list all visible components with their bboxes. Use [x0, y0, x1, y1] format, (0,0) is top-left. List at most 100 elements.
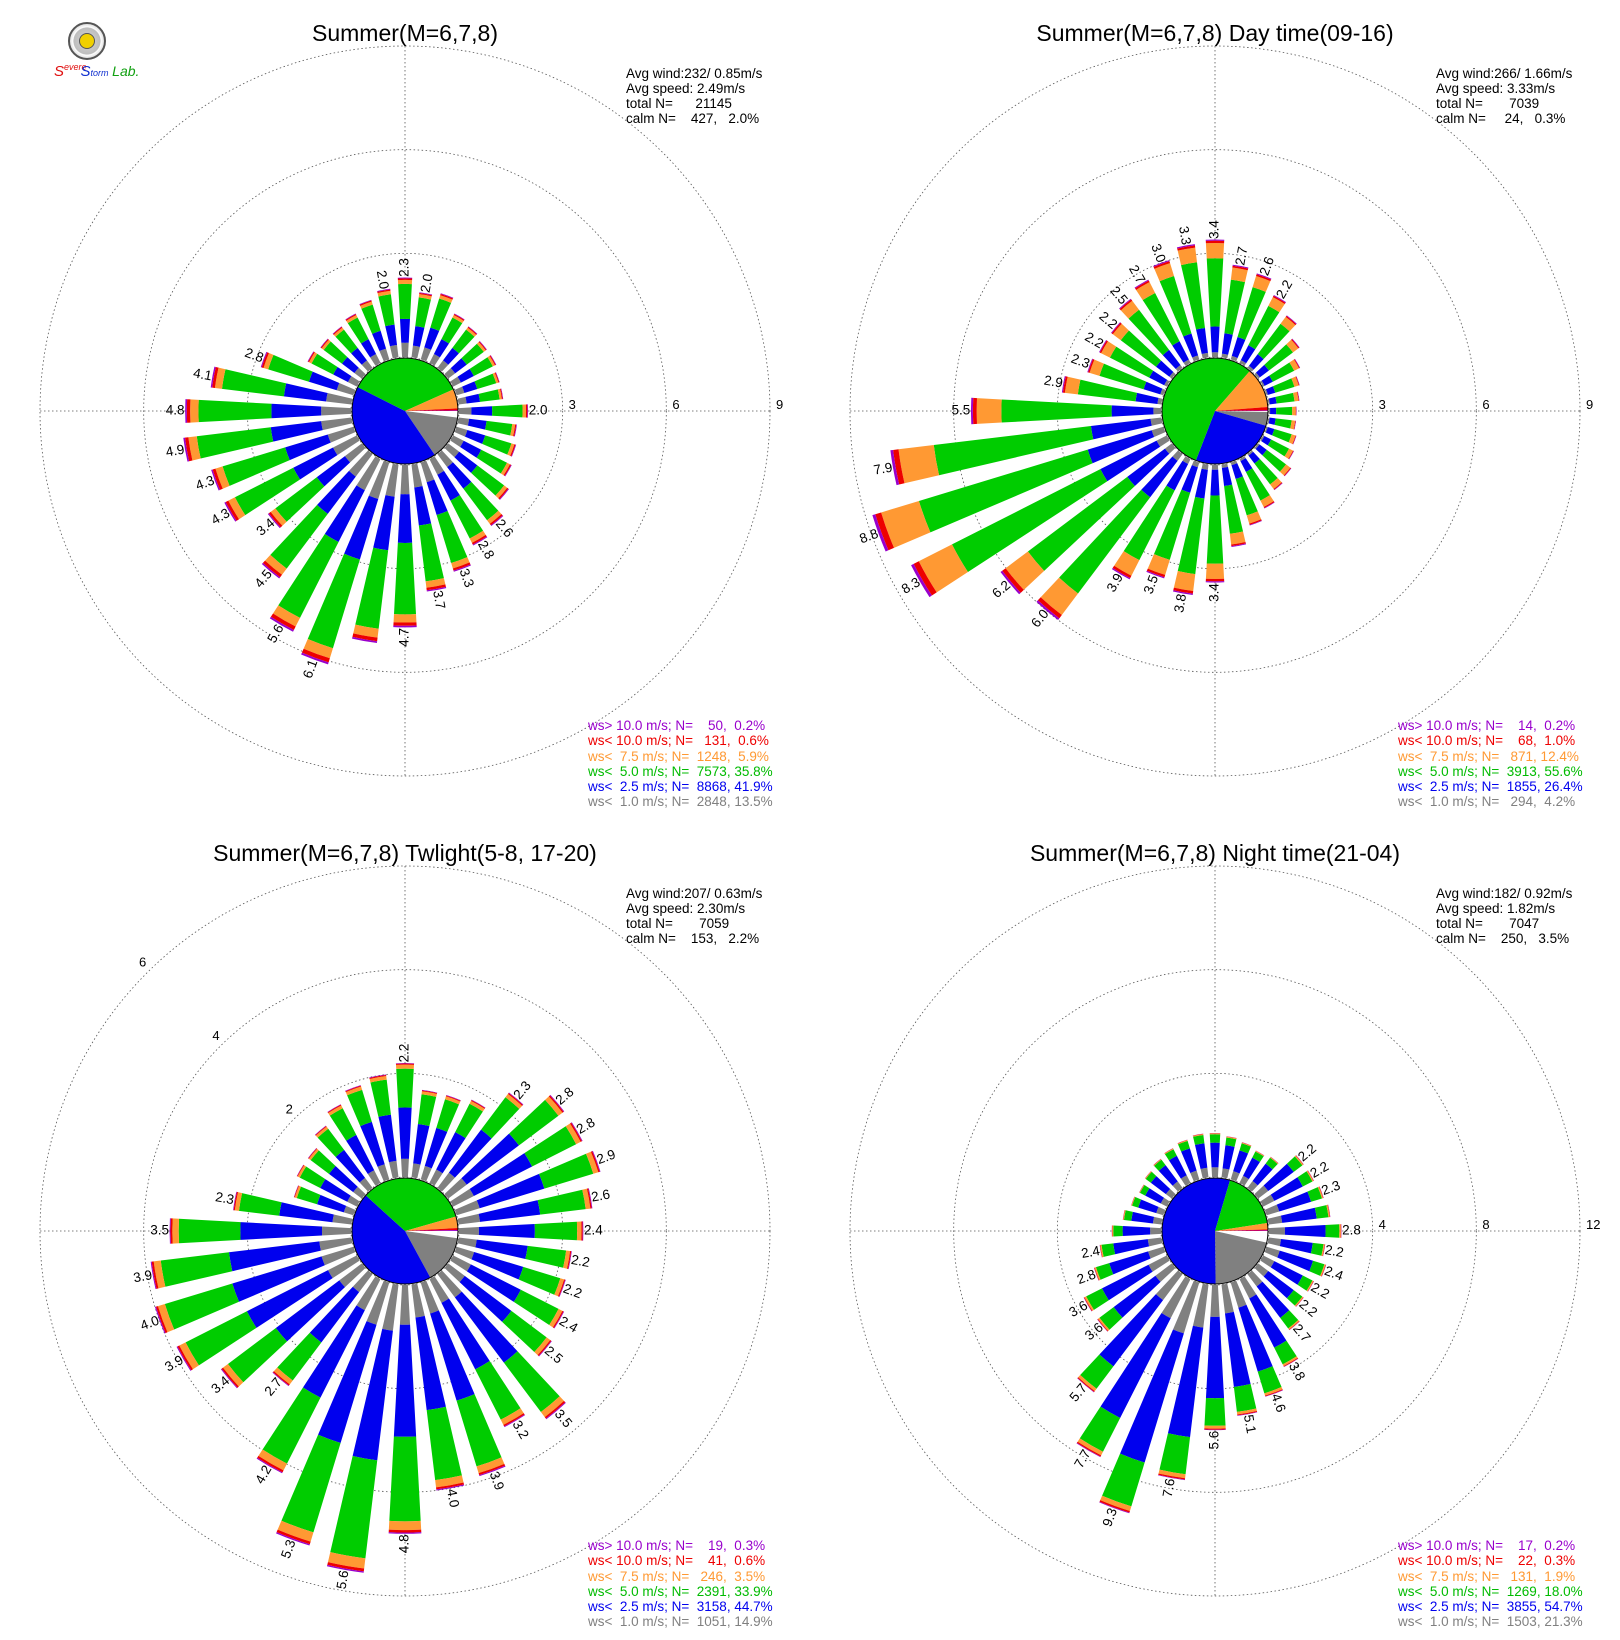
bar-60-lt7_5 [1289, 359, 1300, 371]
bar-150-lt10 [1263, 501, 1275, 508]
bar-270-lt5 [1113, 1225, 1123, 1237]
bar-300-lt7_5 [297, 1165, 307, 1178]
bar-90-lt10 [525, 404, 528, 418]
bar-240-gt10 [224, 501, 237, 522]
bar-300-lt1 [1164, 379, 1170, 387]
legend-lt1: ws< 1.0 m/s; N= 1503, 21.3% [1398, 1614, 1583, 1630]
bar-350-lt1 [389, 1160, 399, 1179]
bar-70-lt2_5 [462, 381, 478, 393]
bar-140-lt1 [1247, 1270, 1263, 1287]
bar-320-lt1 [359, 1177, 373, 1192]
bar-50-lt1 [444, 1178, 467, 1199]
bar-250-lt2_5 [232, 1256, 325, 1302]
bar-350-lt5 [1181, 262, 1205, 330]
bar-190-gt10 [352, 636, 378, 643]
bar-100-lt7_5 [1290, 420, 1296, 430]
bar-280-lt10 [212, 366, 219, 389]
bar-230-lt10 [221, 1367, 239, 1388]
ring-2 [39, 865, 771, 1597]
bar-250-lt5 [918, 449, 1093, 533]
pie-slice-lt5 [365, 1178, 456, 1231]
bar-140-lt10 [544, 1400, 566, 1419]
bar-330-lt10 [345, 314, 357, 321]
bar-240-lt10 [1083, 1297, 1093, 1312]
bar-210-lt1 [356, 1276, 381, 1311]
bar-60-gt10 [1294, 358, 1301, 368]
bar-110-lt2_5 [1277, 1250, 1314, 1272]
bar-50-gt10 [1291, 338, 1300, 348]
panel-summer-night: 4 8 12 2.2 2.2 2.3 2.8 2.2 2.4 2.2 2.2 2.7 3.8 4.6 5.1… [810, 820, 1620, 1640]
ring-2 [39, 45, 771, 777]
ring-label: 4 [212, 1028, 219, 1043]
legend-lt2_5: ws< 2.5 m/s; N= 3158, 44.7% [588, 1599, 773, 1615]
bar-350-lt7_5 [369, 1076, 387, 1083]
bar-label-110: 2.2 [561, 1281, 584, 1302]
bar-100-gt10 [1294, 420, 1297, 430]
bar-310-lt7_5 [321, 339, 331, 350]
pie-slice-lt10 [1215, 1229, 1268, 1231]
bar-310-gt10 [1144, 1171, 1152, 1179]
bar-80-lt5 [1275, 392, 1295, 404]
bar-20-lt5 [1239, 1143, 1251, 1154]
bar-60-lt5 [1297, 1171, 1313, 1187]
bar-230-gt10 [267, 513, 281, 529]
bar-240-lt2_5 [293, 447, 338, 480]
bar-70-lt7_5 [586, 1151, 599, 1174]
bar-170-lt7_5 [425, 578, 446, 588]
bar-280-lt2_5 [279, 1202, 334, 1223]
bar-120-lt1 [1260, 1255, 1275, 1268]
bar-290-lt7_5 [1131, 1196, 1136, 1206]
bar-40-lt7_5 [1270, 1157, 1279, 1165]
bar-label-350: 2.0 [374, 269, 392, 290]
seal-icon [68, 22, 106, 60]
bar-60-gt10 [571, 1122, 583, 1142]
bar-60-lt2_5 [1261, 375, 1273, 386]
bar-20-lt7_5 [1252, 275, 1271, 292]
bar-220-gt10 [1077, 1377, 1095, 1393]
bar-30-lt2_5 [433, 339, 449, 358]
bar-190-lt2_5 [1167, 1325, 1204, 1438]
bar-270-gt10 [970, 397, 974, 425]
bar-230-lt5 [1099, 1307, 1123, 1330]
bar-10-lt10 [1232, 265, 1249, 271]
chart-title: Summer(M=6,7,8) Night time(21-04) [1029, 840, 1401, 866]
bar-190-lt2_5 [373, 495, 395, 551]
bar-130-lt5 [471, 465, 505, 496]
bar-330-lt7_5 [1136, 282, 1156, 301]
bar-10-lt10 [1226, 1136, 1237, 1139]
bar-140-lt7_5 [487, 510, 502, 524]
bar-310-lt1 [353, 1186, 366, 1199]
stats-calm-n: calm N= 427, 2.0% [626, 111, 760, 126]
bar-label-180: 3.4 [1207, 583, 1222, 602]
bar-180-lt2_5 [397, 494, 413, 543]
bar-220-lt5 [270, 504, 328, 569]
bar-350-lt1 [1200, 1167, 1209, 1179]
bar-100-lt1 [1267, 1237, 1282, 1247]
bar-200-lt5 [307, 553, 360, 649]
bar-300-lt5 [1139, 1185, 1150, 1196]
bar-280-lt7_5 [1064, 376, 1081, 395]
bar-170-lt1 [411, 463, 423, 488]
bar-70-lt1 [454, 1200, 480, 1216]
bar-180-lt10 [1204, 1428, 1226, 1430]
bar-300-lt2_5 [320, 1179, 351, 1202]
ring-label: 3 [569, 397, 576, 412]
bar-220-lt10 [1077, 1377, 1095, 1392]
bar-170-lt1 [411, 1283, 425, 1318]
bar-250-lt2_5 [285, 434, 331, 461]
bar-280-lt7_5 [214, 367, 226, 389]
bar-110-lt7_5 [1288, 434, 1296, 445]
bar-80-lt2_5 [465, 393, 481, 404]
bar-350-lt2_5 [385, 324, 398, 347]
pie-slice-calm [405, 1231, 458, 1239]
bar-300-lt10 [308, 351, 315, 363]
bar-320-lt2_5 [1162, 349, 1181, 370]
bar-180-lt10 [1205, 578, 1225, 582]
bar-70-gt10 [495, 372, 500, 383]
bar-270-lt10 [972, 397, 977, 425]
bar-160-lt5 [1235, 476, 1258, 516]
bar-330-gt10 [327, 1104, 341, 1113]
bar-340-lt7_5 [345, 1086, 363, 1096]
bar-340-gt10 [345, 1085, 361, 1092]
bar-0-lt2_5 [400, 318, 410, 343]
